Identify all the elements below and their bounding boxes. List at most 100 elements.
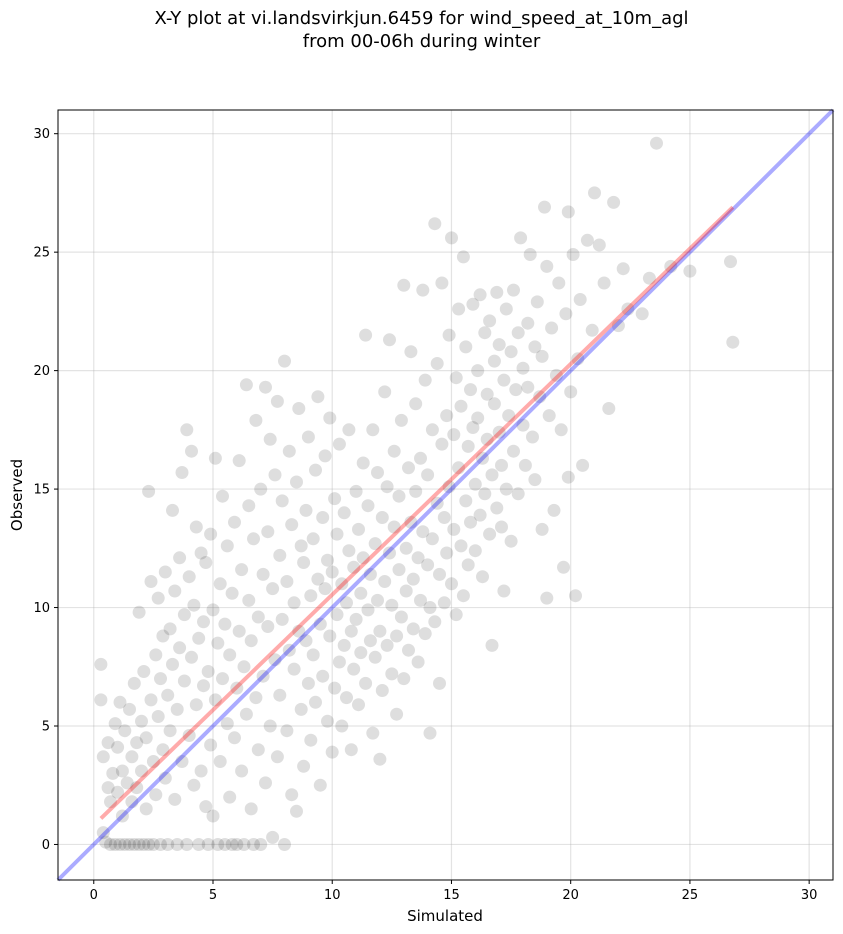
data-point bbox=[292, 624, 306, 638]
data-point bbox=[416, 525, 430, 539]
data-point bbox=[325, 565, 339, 579]
data-point bbox=[490, 501, 504, 515]
data-point bbox=[335, 719, 349, 733]
data-point bbox=[464, 515, 477, 529]
data-point bbox=[476, 451, 489, 465]
data-point bbox=[430, 496, 444, 510]
data-point bbox=[406, 572, 420, 586]
data-point bbox=[344, 743, 358, 757]
data-point bbox=[170, 838, 184, 851]
data-point bbox=[268, 653, 282, 667]
data-point bbox=[399, 541, 413, 555]
data-point bbox=[149, 648, 163, 662]
data-point bbox=[123, 702, 136, 716]
data-point bbox=[275, 494, 289, 508]
data-point bbox=[437, 511, 451, 524]
data-point bbox=[197, 679, 210, 693]
data-point bbox=[208, 693, 222, 707]
data-point bbox=[249, 413, 263, 427]
data-point bbox=[137, 665, 151, 678]
data-point bbox=[330, 527, 344, 541]
data-point bbox=[259, 380, 272, 394]
data-point bbox=[507, 283, 520, 297]
data-point bbox=[485, 638, 499, 652]
data-point bbox=[151, 591, 165, 605]
data-point bbox=[280, 724, 294, 738]
data-point bbox=[414, 593, 427, 607]
data-point bbox=[309, 463, 322, 477]
data-point bbox=[127, 676, 141, 690]
data-point bbox=[306, 648, 320, 662]
data-point bbox=[232, 454, 246, 468]
data-point bbox=[282, 444, 296, 458]
data-point bbox=[177, 674, 191, 688]
data-point bbox=[423, 601, 437, 614]
reference-lines bbox=[56, 108, 835, 882]
data-point bbox=[180, 423, 194, 437]
data-point bbox=[316, 669, 330, 683]
data-point bbox=[135, 764, 148, 778]
data-point bbox=[404, 515, 418, 529]
data-point bbox=[130, 781, 144, 795]
data-point bbox=[235, 764, 249, 778]
data-point bbox=[354, 586, 368, 600]
data-point bbox=[142, 484, 156, 498]
data-point bbox=[323, 411, 337, 425]
data-point bbox=[588, 186, 601, 200]
y-tick-label: 20 bbox=[33, 364, 50, 379]
data-point bbox=[425, 423, 439, 437]
data-point bbox=[142, 838, 156, 851]
x-axis-label: Simulated bbox=[407, 907, 483, 925]
data-point bbox=[182, 729, 196, 742]
data-point bbox=[571, 352, 585, 366]
data-point bbox=[266, 582, 280, 596]
data-point bbox=[106, 766, 120, 780]
data-point bbox=[101, 736, 115, 750]
data-point bbox=[266, 830, 280, 844]
data-point bbox=[423, 726, 437, 740]
data-point bbox=[273, 548, 287, 562]
data-point bbox=[151, 710, 165, 723]
data-point bbox=[485, 468, 499, 482]
data-point bbox=[359, 676, 373, 690]
data-point bbox=[554, 423, 568, 437]
data-point bbox=[304, 733, 318, 747]
data-point bbox=[356, 456, 370, 470]
data-point bbox=[352, 698, 365, 712]
data-point bbox=[635, 307, 649, 321]
data-point bbox=[325, 745, 339, 759]
data-point bbox=[464, 383, 477, 397]
data-point bbox=[261, 620, 275, 633]
data-point bbox=[664, 259, 678, 273]
data-point bbox=[409, 484, 423, 498]
data-point bbox=[290, 475, 303, 489]
data-point bbox=[256, 567, 270, 581]
data-point bbox=[397, 278, 411, 292]
data-point bbox=[387, 444, 401, 458]
data-point bbox=[471, 411, 485, 425]
data-point bbox=[492, 338, 506, 352]
data-point bbox=[392, 489, 406, 503]
data-point bbox=[557, 560, 570, 574]
data-point bbox=[149, 788, 163, 802]
data-point bbox=[282, 643, 296, 657]
data-point bbox=[495, 520, 508, 534]
data-point bbox=[123, 838, 136, 851]
data-point bbox=[394, 610, 408, 624]
data-point bbox=[418, 373, 432, 387]
data-point bbox=[161, 688, 175, 702]
data-point bbox=[414, 451, 427, 465]
data-point bbox=[409, 397, 423, 411]
data-point bbox=[242, 593, 256, 607]
data-point bbox=[182, 570, 196, 584]
data-point bbox=[247, 532, 260, 546]
data-point bbox=[237, 838, 251, 851]
data-point bbox=[99, 835, 113, 849]
data-point bbox=[297, 556, 311, 569]
data-point bbox=[306, 532, 320, 546]
data-point bbox=[514, 231, 528, 245]
data-point bbox=[352, 522, 365, 536]
data-point bbox=[573, 293, 587, 306]
data-point bbox=[161, 838, 175, 851]
data-point bbox=[547, 503, 561, 517]
